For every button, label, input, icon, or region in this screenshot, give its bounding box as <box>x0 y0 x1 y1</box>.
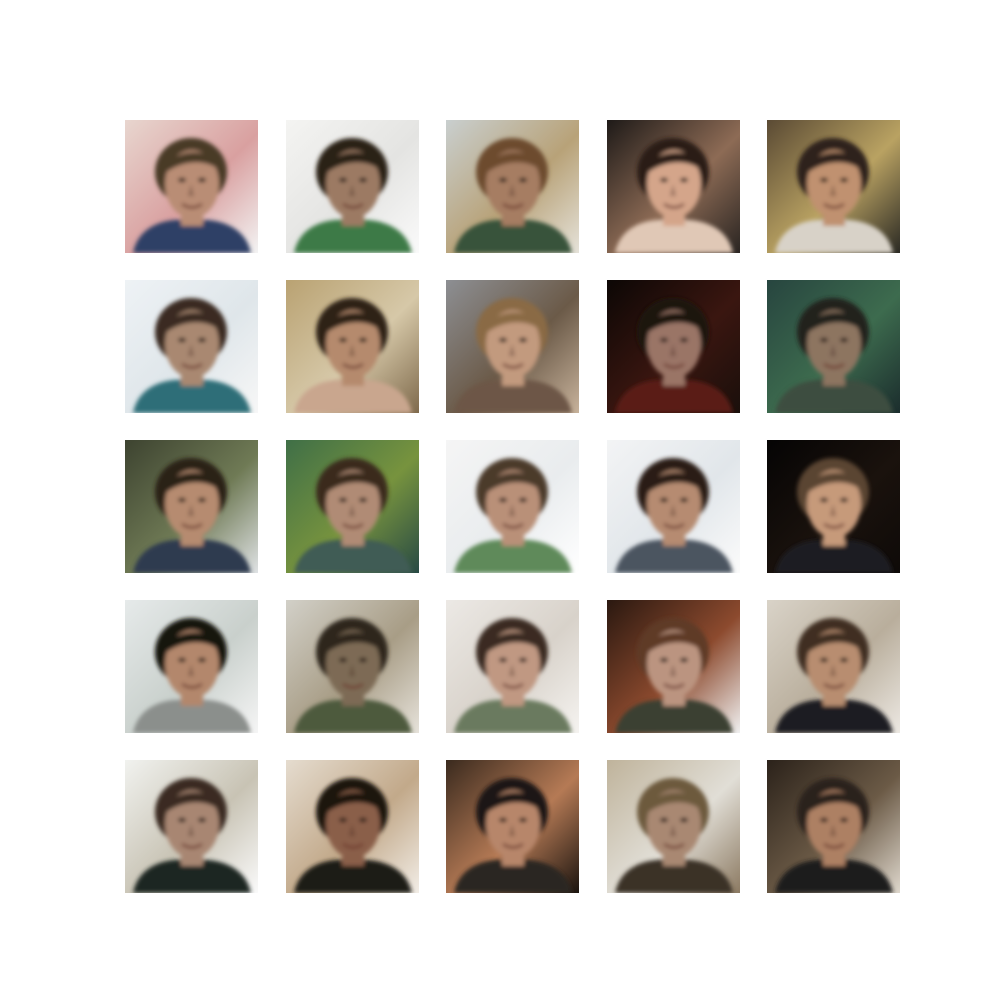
face-sample-image <box>446 120 579 253</box>
face-sample-tile <box>285 440 419 573</box>
face-sample-tile <box>125 280 258 413</box>
face-sample-image <box>767 280 900 413</box>
face-sample-image <box>767 600 900 733</box>
face-sample-tile <box>285 600 419 733</box>
face-sample-tile <box>606 760 740 893</box>
face-sample-image <box>606 760 740 893</box>
face-sample-image <box>446 760 579 893</box>
face-sample-image <box>446 440 579 573</box>
face-sample-tile <box>285 280 419 413</box>
face-sample-tile <box>446 120 579 253</box>
face-sample-image <box>767 120 900 253</box>
face-sample-tile <box>767 760 900 893</box>
face-sample-tile <box>446 760 579 893</box>
face-sample-tile <box>606 280 740 413</box>
face-sample-image <box>606 440 740 573</box>
face-sample-tile <box>285 120 419 253</box>
face-sample-grid <box>125 120 900 893</box>
face-sample-image <box>606 120 740 253</box>
face-sample-image <box>446 280 579 413</box>
face-sample-image <box>606 280 740 413</box>
face-sample-tile <box>125 120 258 253</box>
face-sample-tile <box>767 280 900 413</box>
face-sample-tile <box>125 600 258 733</box>
face-sample-image <box>767 760 900 893</box>
face-sample-tile <box>446 280 579 413</box>
face-sample-image <box>285 280 419 413</box>
face-sample-image <box>285 600 419 733</box>
face-sample-tile <box>606 120 740 253</box>
face-sample-tile <box>446 600 579 733</box>
face-sample-image <box>285 440 419 573</box>
face-sample-tile <box>767 120 900 253</box>
face-sample-image <box>767 440 900 573</box>
face-sample-tile <box>285 760 419 893</box>
face-sample-image <box>285 760 419 893</box>
face-sample-tile <box>606 600 740 733</box>
face-sample-tile <box>606 440 740 573</box>
face-sample-tile <box>767 440 900 573</box>
face-sample-image <box>446 600 579 733</box>
face-sample-image <box>285 120 419 253</box>
face-sample-image <box>125 600 258 733</box>
face-sample-tile <box>767 600 900 733</box>
face-sample-image <box>125 120 258 253</box>
face-sample-image <box>606 600 740 733</box>
face-sample-image <box>125 760 258 893</box>
face-sample-image <box>125 440 258 573</box>
face-sample-tile <box>446 440 579 573</box>
face-sample-image <box>125 280 258 413</box>
face-sample-tile <box>125 760 258 893</box>
face-sample-tile <box>125 440 258 573</box>
